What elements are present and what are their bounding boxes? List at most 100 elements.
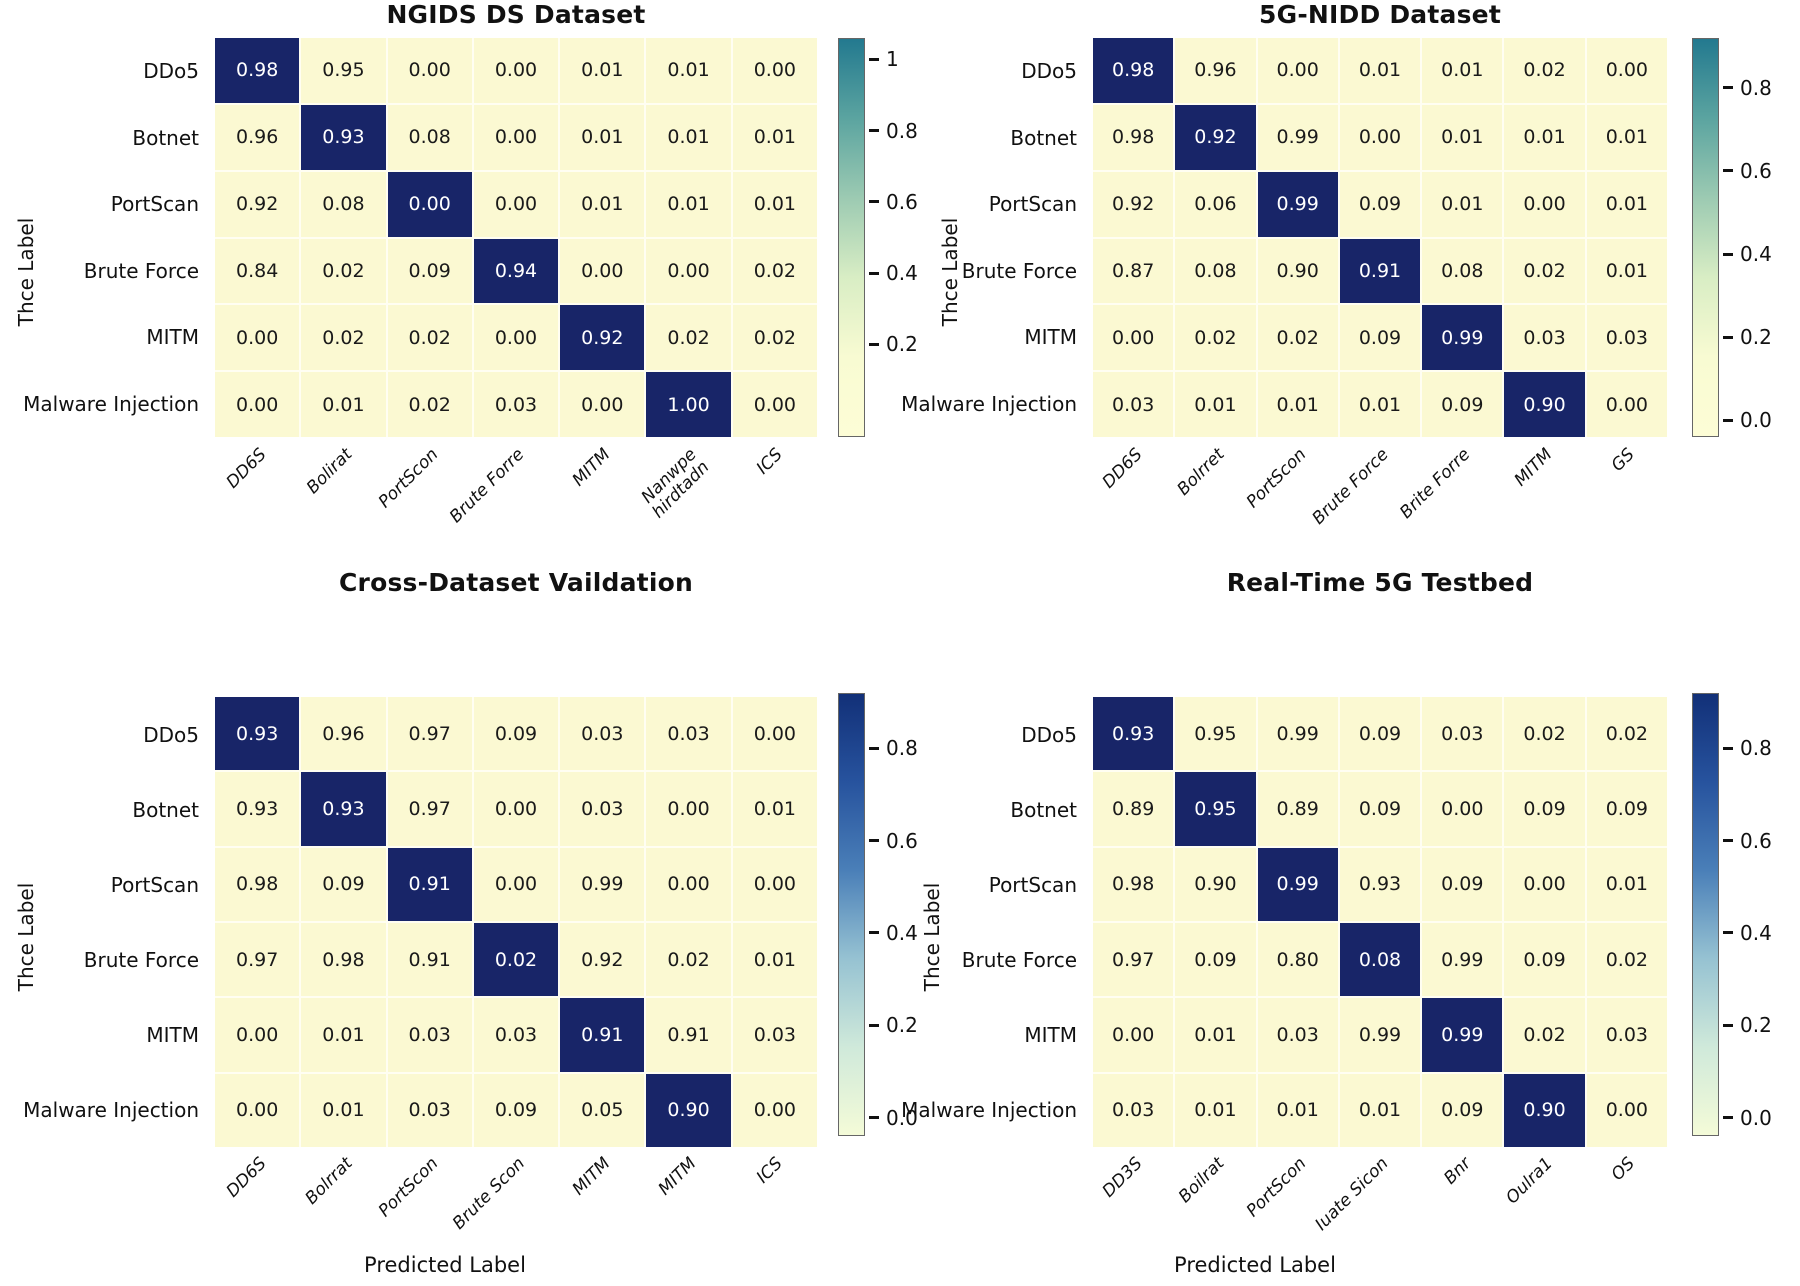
tick-mark (1723, 252, 1733, 256)
heatmap-cell: 0.03 (560, 772, 645, 846)
row-label: Botnet (1010, 797, 1077, 822)
row-label: MITM (1024, 325, 1077, 350)
heatmap-cell: 0.91 (387, 847, 472, 921)
x-tick-label: ICS (752, 1153, 787, 1188)
colorbar-gradient (838, 693, 865, 1136)
heatmap-cell: 0.80 (1257, 923, 1338, 997)
heatmap-cell: 0.01 (560, 171, 645, 237)
x-tick-label: ICS (752, 444, 787, 479)
heatmap-cell: 0.02 (1586, 697, 1667, 771)
row-label: Botnet (132, 797, 199, 822)
heatmap-cell: 0.09 (1504, 923, 1585, 997)
colorbar-tick: 0.2 (869, 1013, 918, 1037)
tick-mark (869, 271, 879, 275)
heatmap-cell: 0.09 (1422, 1073, 1503, 1147)
heatmap-cell: 0.09 (473, 697, 559, 771)
tick-label: 0.6 (1740, 828, 1772, 853)
heatmap-cell: 0.00 (560, 372, 645, 437)
heatmap-cell: 0.01 (1175, 1073, 1256, 1147)
heatmap-cell: 0.00 (473, 104, 559, 170)
heatmap-cell: 0.03 (1093, 372, 1174, 437)
tick-mark (869, 931, 879, 935)
heatmap-cell: 0.09 (387, 238, 472, 304)
x-tick-label: PortScon (1243, 1153, 1311, 1222)
heatmap-cell: 0.09 (473, 1073, 559, 1147)
heatmap-cell: 0.00 (1093, 998, 1174, 1072)
heatmap-cell: 0.08 (1422, 238, 1503, 304)
heatmap-cell: 0.02 (1504, 38, 1585, 103)
x-tick-labels: DD6S Bolrrat PortScon Brute Scon MITM MITM ICS (215, 1153, 817, 1253)
heatmap-cell: 0.93 (215, 697, 300, 771)
heatmap-cell: 0.99 (1422, 305, 1503, 371)
heatmap-cell: 0.00 (732, 847, 817, 921)
colorbar-tick: 0.8 (869, 119, 918, 143)
row-label: PortScan (988, 872, 1077, 897)
tick-label: 0.4 (886, 920, 918, 945)
x-tick-label: MITM (654, 1153, 701, 1200)
x-tick-label: PortScon (375, 444, 443, 513)
heatmap-cell: 0.01 (1257, 1073, 1338, 1147)
chart-title: Real-Time 5G Testbed (1226, 568, 1534, 597)
heatmap-cell: 0.03 (1093, 1073, 1174, 1147)
tick-mark (869, 200, 879, 204)
colorbar-tick: 0.0 (1723, 408, 1772, 432)
heatmap-cell: 0.09 (1339, 305, 1421, 371)
x-tick-labels: DD6S Bolirat PortScon Brute Forre MITM Nanwpe… (215, 444, 817, 560)
tick-label: 0.2 (1740, 1013, 1772, 1038)
row-label: PortScan (110, 192, 199, 217)
row-label: DDo5 (1021, 59, 1077, 84)
tick-mark (1723, 169, 1733, 173)
heatmap-cell: 0.00 (215, 372, 300, 437)
heatmap-cell: 0.00 (1339, 104, 1421, 170)
row-label: Brute Force (961, 258, 1077, 283)
heatmap-cell: 0.01 (560, 104, 645, 170)
heatmap-cell: 0.93 (1339, 847, 1421, 921)
chart-title: NGIDS DS Dataset (386, 0, 646, 29)
tick-mark (1723, 86, 1733, 90)
heatmap-cell: 0.99 (1422, 923, 1503, 997)
heatmap-cell: 0.92 (1093, 171, 1174, 237)
heatmap-cell: 0.90 (1175, 847, 1256, 921)
row-label: MITM (146, 325, 199, 350)
heatmap-cell: 0.05 (560, 1073, 645, 1147)
heatmap-cell: 0.96 (301, 697, 386, 771)
heatmap-cell: 0.02 (387, 372, 472, 437)
heatmap-cell: 0.02 (301, 238, 386, 304)
subplot-ngids-ds: NGIDS DS Dataset Thce Label DDo5 Botnet Po… (0, 0, 918, 560)
heatmap-cell: 0.01 (1586, 171, 1667, 237)
heatmap-cell: 0.02 (646, 305, 731, 371)
heatmap-cell: 0.03 (1504, 305, 1585, 371)
heatmap-cell: 0.99 (1257, 847, 1338, 921)
heatmap-cell: 0.02 (473, 923, 559, 997)
colorbar-tick: 0.8 (869, 736, 918, 760)
tick-label: 0.4 (1740, 242, 1772, 267)
heatmap-cell: 0.90 (1257, 238, 1338, 304)
heatmap-cell: 0.02 (301, 305, 386, 371)
heatmap-cell: 0.00 (473, 171, 559, 237)
tick-label: 0.0 (886, 1105, 918, 1130)
heatmap-cell: 0.87 (1093, 238, 1174, 304)
tick-label: 0.8 (1740, 75, 1772, 100)
tick-mark (1723, 418, 1733, 422)
heatmap-cell: 0.02 (646, 923, 731, 997)
heatmap-cell: 0.01 (1586, 238, 1667, 304)
x-tick-label: Bolrret (1173, 444, 1229, 500)
heatmap-cell: 0.91 (560, 998, 645, 1072)
heatmap-cell: 0.90 (1504, 1073, 1585, 1147)
heatmap-cell: 0.89 (1257, 772, 1338, 846)
x-tick-label: OS (1607, 1153, 1639, 1185)
heatmap-cell: 0.03 (1422, 697, 1503, 771)
heatmap-cell: 0.03 (732, 998, 817, 1072)
tick-mark (1723, 335, 1733, 339)
heatmap-cell: 0.98 (1093, 38, 1174, 103)
heatmap-cell: 0.01 (1586, 847, 1667, 921)
heatmap-cell: 0.01 (732, 923, 817, 997)
heatmap-cell: 0.01 (1422, 171, 1503, 237)
colorbar-tick: 0.0 (1723, 1106, 1772, 1130)
heatmap-cell: 0.02 (732, 305, 817, 371)
heatmap-cell: 0.00 (732, 38, 817, 103)
row-label: Brute Force (961, 947, 1077, 972)
row-label: DDo5 (1021, 722, 1077, 747)
heatmap-cell: 0.01 (1175, 998, 1256, 1072)
colorbar-tick: 0.0 (869, 1106, 918, 1130)
